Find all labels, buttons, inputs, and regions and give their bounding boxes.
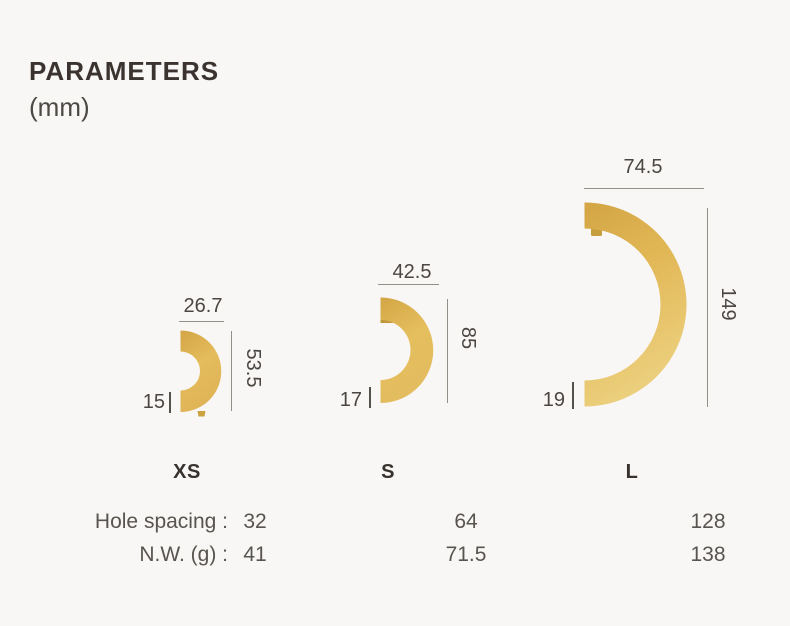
s-handle-body — [380, 297, 434, 403]
unit-label: (mm) — [29, 92, 90, 122]
l-thickness-dimension: 19 — [542, 389, 565, 411]
hole-spacing-xs: 32 — [243, 510, 267, 533]
l-thickness-tick — [572, 382, 574, 409]
s-height-dimension: 85 — [457, 326, 479, 350]
s-width-dimension-line — [378, 284, 439, 285]
l-handle-body — [584, 202, 687, 407]
xs-height-dimension: 53.5 — [242, 348, 264, 388]
s-width-dimension: 42.5 — [392, 261, 432, 283]
xs-width-dimension: 26.7 — [183, 295, 223, 317]
s-thickness-dimension: 17 — [339, 389, 362, 411]
hole-spacing-l: 128 — [690, 510, 726, 533]
s-thickness-tick — [369, 387, 371, 408]
l-handle-image — [584, 202, 687, 407]
hole-spacing-s: 64 — [454, 510, 478, 533]
xs-handle-body — [180, 330, 222, 412]
net-weight-l: 138 — [690, 543, 726, 566]
xs-width-dimension-line — [179, 321, 224, 322]
net-weight-xs: 41 — [243, 543, 267, 566]
s-handle-image — [380, 297, 434, 403]
xs-thickness-tick — [169, 392, 171, 413]
xs-handle-image — [180, 330, 222, 417]
size-label-xs: XS — [173, 461, 201, 483]
xs-thickness-dimension: 15 — [142, 391, 165, 413]
size-label-l: L — [625, 461, 639, 483]
xs-mounting-post — [197, 411, 206, 417]
page-title: PARAMETERS — [29, 56, 220, 86]
size-label-s: S — [381, 461, 395, 483]
s-height-dimension-line — [447, 299, 448, 403]
spec-row-label-hole-spacing: Hole spacing : — [94, 510, 228, 533]
net-weight-s: 71.5 — [445, 543, 487, 566]
xs-height-dimension-line — [231, 331, 232, 411]
spec-row-label-net-weight: N.W. (g) : — [139, 543, 228, 566]
l-height-dimension: 149 — [717, 287, 739, 321]
l-width-dimension: 74.5 — [623, 156, 663, 178]
l-width-dimension-line — [584, 188, 704, 189]
l-height-dimension-line — [707, 208, 708, 407]
